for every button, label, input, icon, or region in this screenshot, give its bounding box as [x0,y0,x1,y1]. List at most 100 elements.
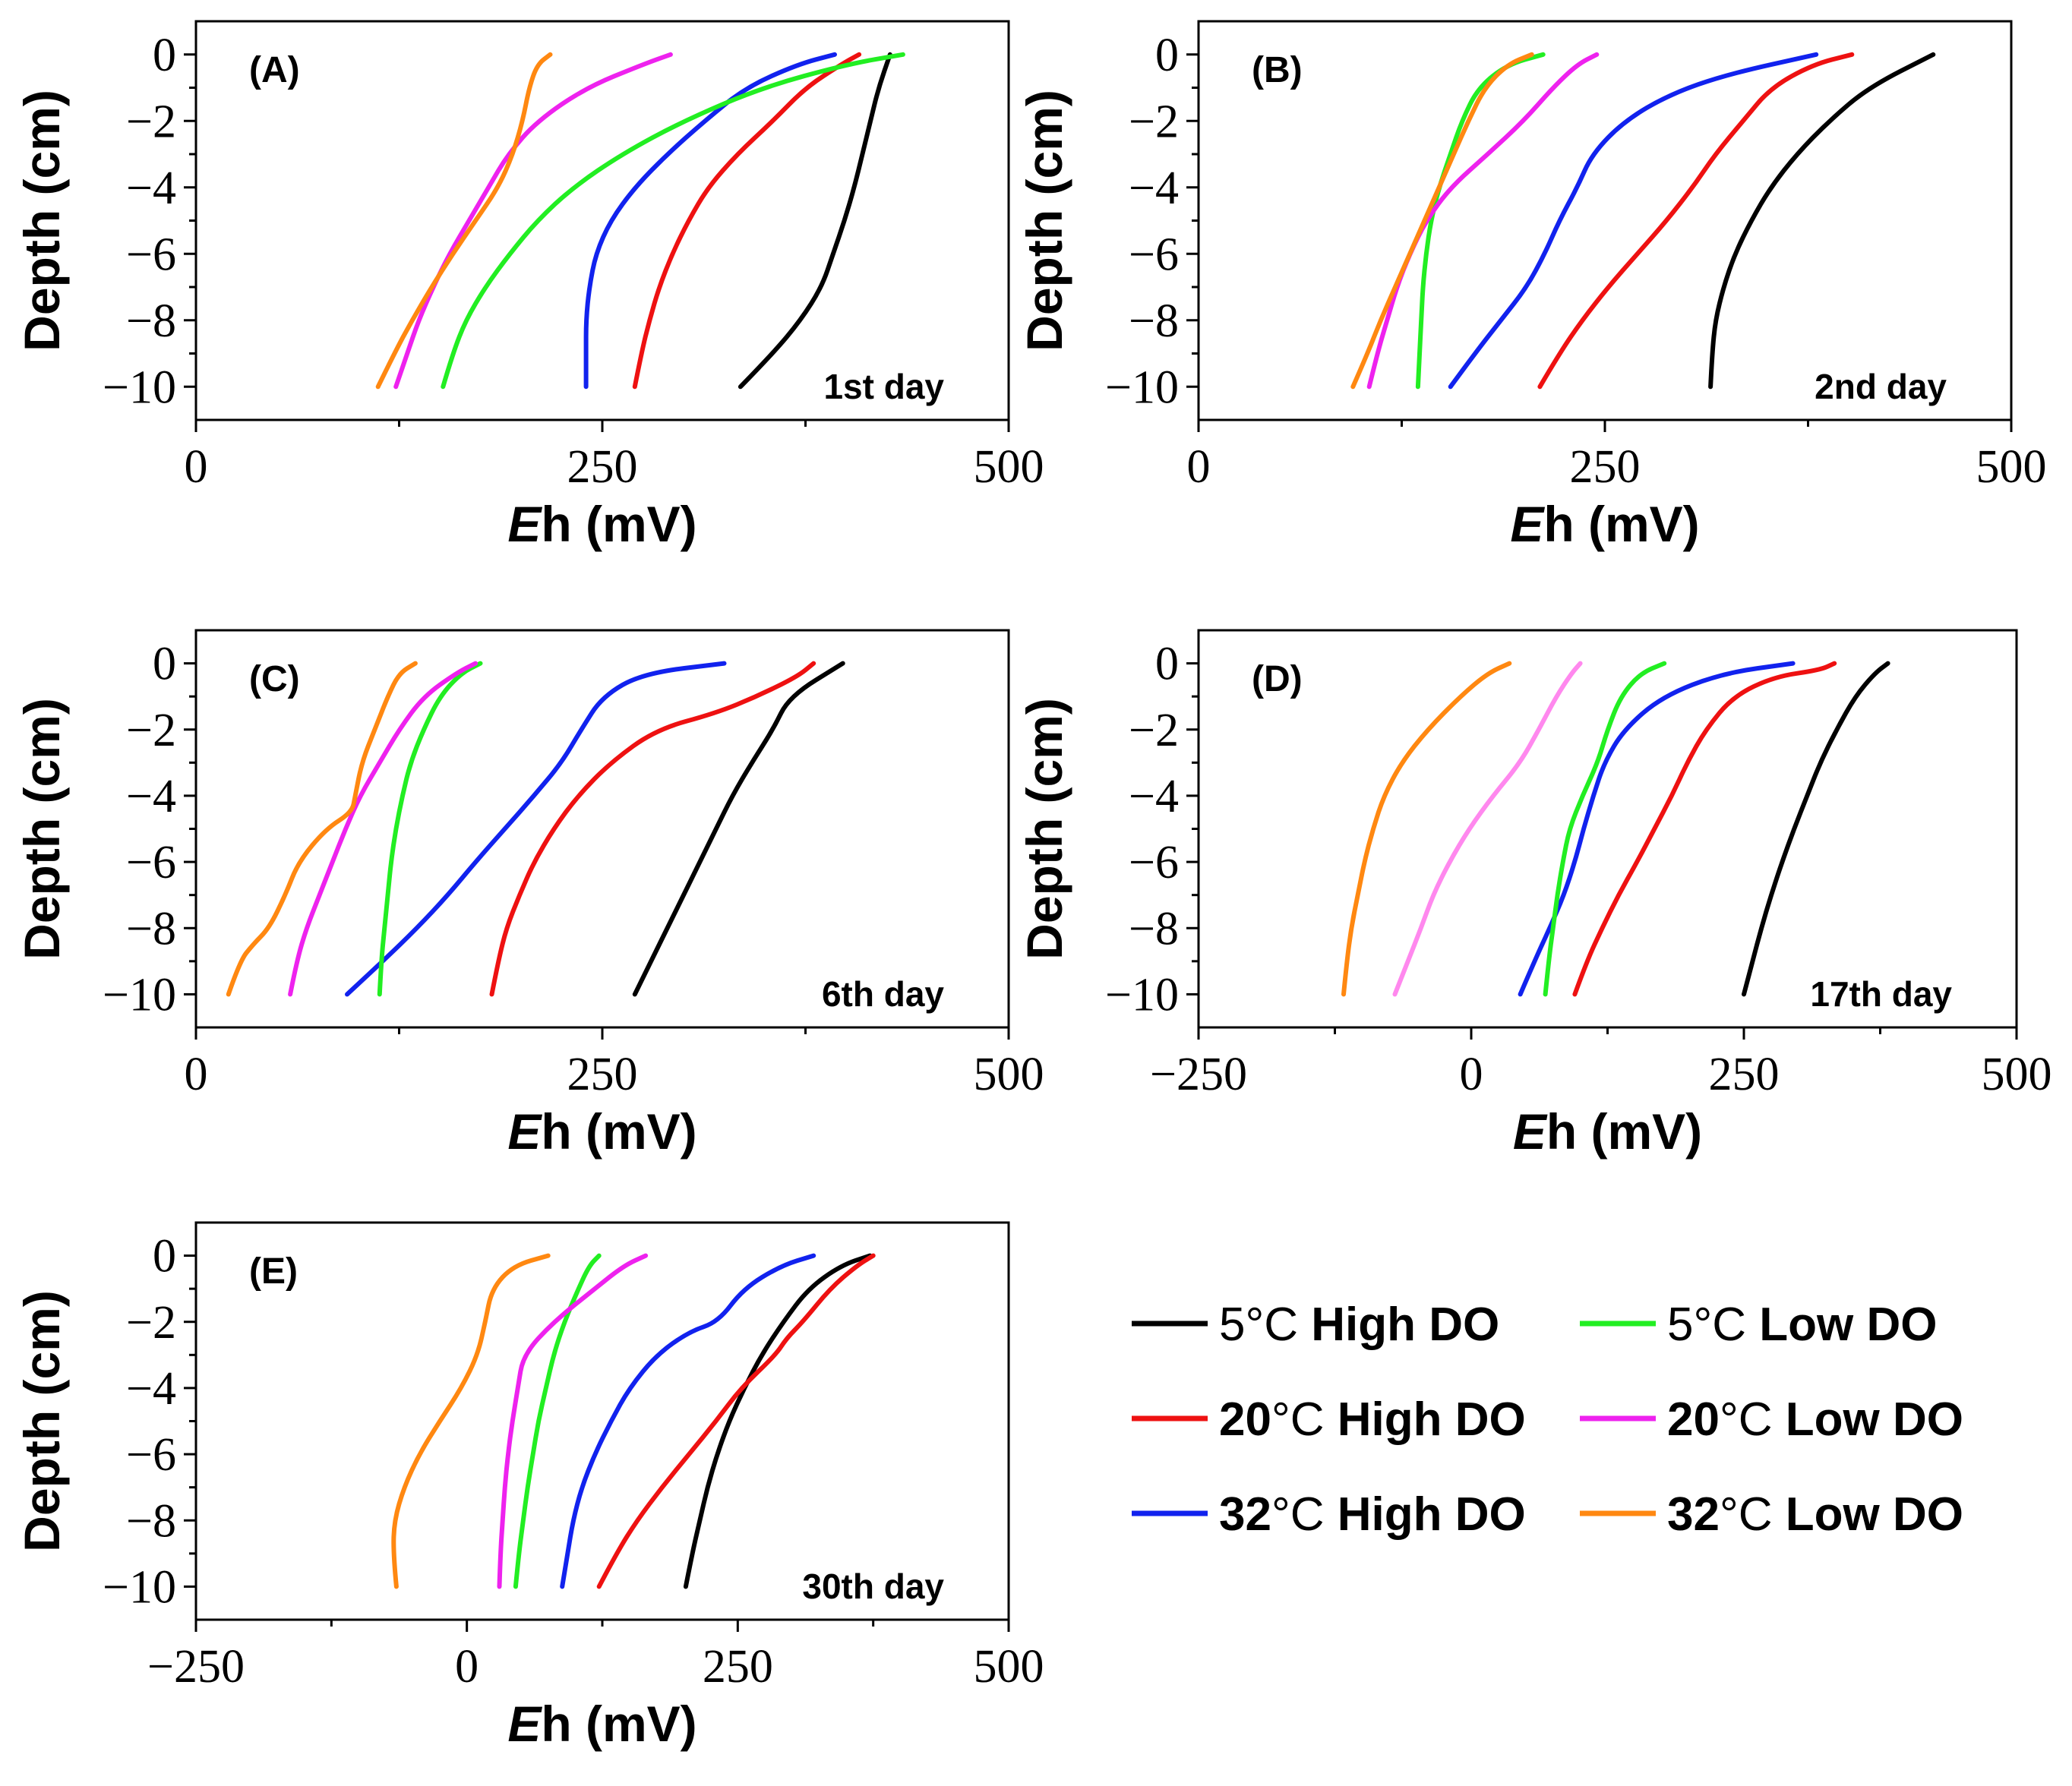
series-line-20-c-high-do [632,52,862,390]
x-tick-label: 500 [974,1641,1044,1693]
x-axis-title: Eh (mV) [1513,1103,1702,1160]
legend-label: 32°C Low DO [1667,1488,1963,1541]
x-axis-title-italic: E [507,1103,542,1160]
series-line-32-c-high-do [345,661,727,997]
y-tick-label: −4 [1129,163,1179,214]
panel-label: (E) [249,1251,298,1292]
y-axis-title: Depth (cm) [14,90,70,352]
panel-label: (C) [249,659,300,699]
x-tick-label: 250 [1709,1049,1780,1100]
series-line-5-c-low-do [377,661,483,997]
y-axis-title: Depth (cm) [14,698,70,960]
panel-c: 0 250 500 0 −2 −4 −6 −8 −10 Eh (mV) Depth (cm) (C) 6… [14,629,1044,1160]
y-tick-label: −10 [1105,969,1179,1021]
series-line-5-c-low-do [1415,52,1546,390]
x-tick-label: 0 [1460,1049,1483,1100]
x-axis-title: Eh (mV) [507,1696,696,1752]
series-line-32-c-low-do [391,1253,551,1589]
x-tick-label: 500 [1982,1049,2052,1100]
series-line-5-c-low-do [513,1253,602,1589]
panel-label: (A) [249,50,300,90]
y-axis-title: Depth (cm) [14,1290,70,1552]
day-label: 17th day [1810,974,1952,1014]
series-line-20-c-high-do [1572,661,1837,997]
series-line-32-c-high-do [583,52,837,390]
panel-e: −250 0 250 500 0 −2 −4 −6 −8 −10 Eh (mV) Depth (cm)… [14,1221,1044,1752]
y-tick-label: −2 [126,705,176,756]
x-tick-label: 250 [1570,441,1641,493]
series-line-32-c-high-do [1448,52,1819,390]
x-tick-label: 500 [974,1049,1044,1100]
series-line-32-c-low-do [375,52,553,390]
y-tick-label: 0 [1155,639,1179,690]
series-line-5-c-low-do [441,52,905,390]
series-line-20-c-high-do [596,1253,876,1589]
x-tick-label: −250 [1150,1049,1247,1100]
x-axis-title-rest: h (mV) [541,1696,696,1752]
series-line-20-c-high-do [489,661,816,997]
x-tick-label: 0 [455,1641,479,1693]
y-tick-label: −4 [126,163,176,214]
legend-item-5c-high-do: 5°C High DO [1132,1298,1499,1351]
panel-d: −250 0 250 500 0 −2 −4 −6 −8 −10 Eh (mV) Depth (cm)… [1016,629,2052,1160]
series-line-5-c-low-do [1543,661,1667,997]
y-tick-label: −6 [1129,837,1179,888]
x-axis-title-italic: E [507,1696,542,1752]
x-axis-title-rest: h (mV) [1546,1103,1702,1160]
series-line-20-c-low-do [393,52,673,390]
y-tick-label: −2 [126,96,176,147]
legend: 5°C High DO 5°C Low DO 20°C High DO 20°C Lo… [1132,1298,1963,1541]
series-line-5-c-high-do [1708,52,1936,390]
series-line-5-c-high-do [738,52,892,390]
legend-label: 20°C Low DO [1667,1393,1963,1446]
y-tick-label: −6 [1129,229,1179,280]
day-label: 1st day [823,367,944,406]
legend-label: 5°C Low DO [1667,1298,1937,1351]
day-label: 6th day [822,974,944,1014]
x-tick-label: 500 [1976,441,2047,493]
x-tick-label: −250 [147,1641,245,1693]
legend-item-32c-high-do: 32°C High DO [1132,1488,1526,1541]
day-label: 2nd day [1815,367,1947,406]
x-axis-title: Eh (mV) [507,496,696,552]
y-tick-label: −2 [126,1297,176,1349]
series-line-20-c-high-do [1537,52,1855,390]
plot-frame [1197,629,2018,1029]
y-tick-label: −6 [126,837,176,888]
y-tick-label: −2 [1129,705,1179,756]
legend-item-20c-low-do: 20°C Low DO [1580,1393,1963,1446]
y-tick-label: −2 [1129,96,1179,147]
legend-label: 5°C High DO [1219,1298,1499,1351]
legend-item-20c-high-do: 20°C High DO [1132,1393,1526,1446]
series-line-32-c-low-do [1350,52,1534,390]
legend-label: 20°C High DO [1219,1393,1526,1446]
x-tick-label: 250 [567,1049,638,1100]
x-axis-title: Eh (mV) [1510,496,1699,552]
panel-a: 0 250 500 0 −2 −4 −6 −8 −10 Eh (mV) Depth (cm) (A) 1… [14,20,1044,552]
x-axis-title-rest: h (mV) [541,496,696,552]
x-tick-label: 0 [185,1049,208,1100]
x-tick-label: 0 [1187,441,1211,493]
series-line-5-c-high-do [683,1253,873,1589]
panel-b: 0 250 500 0 −2 −4 −6 −8 −10 Eh (mV) Depth (cm) (B) 2… [1016,20,2047,552]
series-line-32-c-low-do [1341,661,1512,997]
y-axis-title: Depth (cm) [1016,90,1072,352]
series-line-32-c-low-do [226,661,418,997]
y-tick-label: −6 [126,229,176,280]
series-line-20-c-low-do [288,661,479,997]
y-tick-label: −8 [1129,295,1179,347]
series-line-5-c-high-do [1742,661,1890,997]
legend-item-5c-low-do: 5°C Low DO [1580,1298,1937,1351]
x-tick-label: 0 [185,441,208,493]
y-tick-label: −10 [1105,361,1179,413]
x-axis-title-italic: E [507,496,542,552]
y-tick-label: −8 [126,295,176,347]
y-tick-label: −8 [1129,903,1179,955]
panel-label: (D) [1252,659,1303,699]
y-axis-title: Depth (cm) [1016,698,1072,960]
panel-label: (B) [1252,50,1303,90]
plot-frame [194,629,1010,1029]
y-tick-label: −10 [103,361,176,413]
series-line-5-c-high-do [632,661,845,997]
